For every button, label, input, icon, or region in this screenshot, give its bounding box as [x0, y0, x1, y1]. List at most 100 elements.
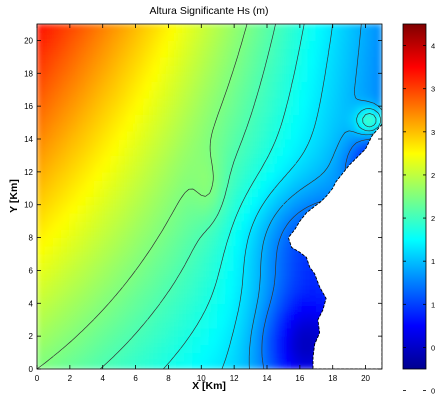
- heatmap-cell: [282, 261, 293, 272]
- heatmap-cell: [69, 97, 79, 107]
- heatmap-cell: [364, 56, 375, 66]
- heatmap-cell: [167, 171, 178, 181]
- heatmap-cell: [266, 212, 276, 222]
- heatmap-cell: [110, 253, 120, 263]
- heatmap-cell: [184, 286, 194, 296]
- heatmap-cell: [69, 163, 79, 173]
- heatmap-cell: [332, 31, 342, 42]
- heatmap-cell: [118, 31, 128, 42]
- heatmap-cell: [118, 343, 128, 354]
- heatmap-cell: [356, 56, 367, 66]
- heatmap-cell: [241, 121, 252, 132]
- heatmap-cell: [307, 163, 317, 173]
- heatmap-cell: [102, 31, 112, 42]
- land-mask: [287, 123, 382, 369]
- heatmap-cell: [200, 228, 211, 239]
- heatmap-cell: [192, 105, 202, 115]
- heatmap-cell: [159, 220, 170, 230]
- heatmap-cell: [282, 80, 293, 91]
- heatmap-cell: [340, 138, 350, 148]
- heatmap-cell: [249, 130, 260, 140]
- heatmap-cell: [340, 39, 350, 50]
- heatmap-cell: [258, 294, 268, 304]
- heatmap-cell: [291, 204, 301, 214]
- heatmap-cell: [258, 319, 268, 329]
- heatmap-cell: [274, 39, 285, 50]
- heatmap-cell: [61, 286, 71, 296]
- heatmap-cell: [77, 154, 87, 165]
- heatmap-cell: [307, 24, 317, 33]
- heatmap-cell: [77, 48, 87, 58]
- heatmap-cell: [52, 351, 63, 362]
- heatmap-cell: [340, 24, 350, 33]
- heatmap-cell: [167, 31, 178, 42]
- heatmap-cell: [356, 113, 367, 124]
- heatmap-cell: [85, 24, 96, 33]
- heatmap-cell: [258, 204, 268, 214]
- heatmap-cell: [126, 113, 137, 124]
- heatmap-cell: [348, 121, 358, 132]
- heatmap-cell: [176, 310, 186, 321]
- heatmap-cell: [159, 138, 170, 148]
- heatmap-cell: [37, 195, 46, 206]
- heatmap-cell: [282, 327, 293, 337]
- heatmap-cell: [61, 261, 71, 272]
- heatmap-cell: [118, 113, 128, 124]
- heatmap-cell: [291, 286, 301, 296]
- heatmap-cell: [340, 146, 350, 157]
- heatmap-cell: [77, 56, 87, 66]
- heatmap-cell: [225, 48, 235, 58]
- heatmap-cell: [332, 105, 342, 115]
- y-tick-label: 20: [24, 36, 33, 45]
- heatmap-cell: [249, 327, 260, 337]
- heatmap-cell: [208, 64, 219, 74]
- heatmap-cell: [217, 89, 227, 99]
- contour-lines: [37, 24, 382, 369]
- heatmap-cell: [233, 121, 243, 132]
- heatmap-cell: [299, 360, 309, 369]
- heatmap-cell: [233, 294, 243, 304]
- heatmap-cell: [167, 302, 178, 313]
- heatmap-cell: [323, 39, 334, 50]
- heatmap-cell: [110, 39, 120, 50]
- heatmap-cell: [233, 80, 243, 91]
- heatmap-cell: [77, 39, 87, 50]
- heatmap-cell: [225, 56, 235, 66]
- heatmap-cell: [233, 138, 243, 148]
- heatmap-cell: [37, 253, 46, 263]
- heatmap-cell: [266, 64, 276, 74]
- heatmap-cell: [241, 187, 252, 198]
- heatmap-cell: [291, 171, 301, 181]
- heatmap-cell: [348, 146, 358, 157]
- heatmap-cell: [282, 146, 293, 157]
- heatmap-cell: [266, 24, 276, 33]
- heatmap-cell: [258, 278, 268, 288]
- heatmap-cell: [37, 24, 46, 33]
- heatmap-cell: [266, 195, 276, 206]
- heatmap-cell: [118, 97, 128, 107]
- heatmap-cell: [118, 171, 128, 181]
- heatmap-cell: [151, 89, 161, 99]
- heatmap-cell: [225, 245, 235, 255]
- heatmap-cell: [241, 294, 252, 304]
- heatmap-cell: [167, 97, 178, 107]
- heatmap-cell: [217, 64, 227, 74]
- heatmap-cell: [143, 48, 153, 58]
- heatmap-cell: [126, 64, 137, 74]
- heatmap-cell: [192, 286, 202, 296]
- heatmap-cell: [52, 138, 63, 148]
- heatmap-cell: [52, 253, 63, 263]
- heatmap-cell: [184, 24, 194, 33]
- heatmap-cell: [44, 72, 55, 83]
- heatmap-cell: [291, 269, 301, 280]
- heatmap-cell: [151, 171, 161, 181]
- heatmap-cell: [85, 245, 96, 255]
- heatmap-cell: [126, 171, 137, 181]
- y-tick-label: 0: [29, 365, 34, 374]
- heatmap-cell: [52, 343, 63, 354]
- heatmap-cell: [340, 97, 350, 107]
- heatmap-cell: [208, 89, 219, 99]
- heatmap-cell: [61, 343, 71, 354]
- heatmap-cell: [274, 154, 285, 165]
- heatmap-cell: [85, 327, 96, 337]
